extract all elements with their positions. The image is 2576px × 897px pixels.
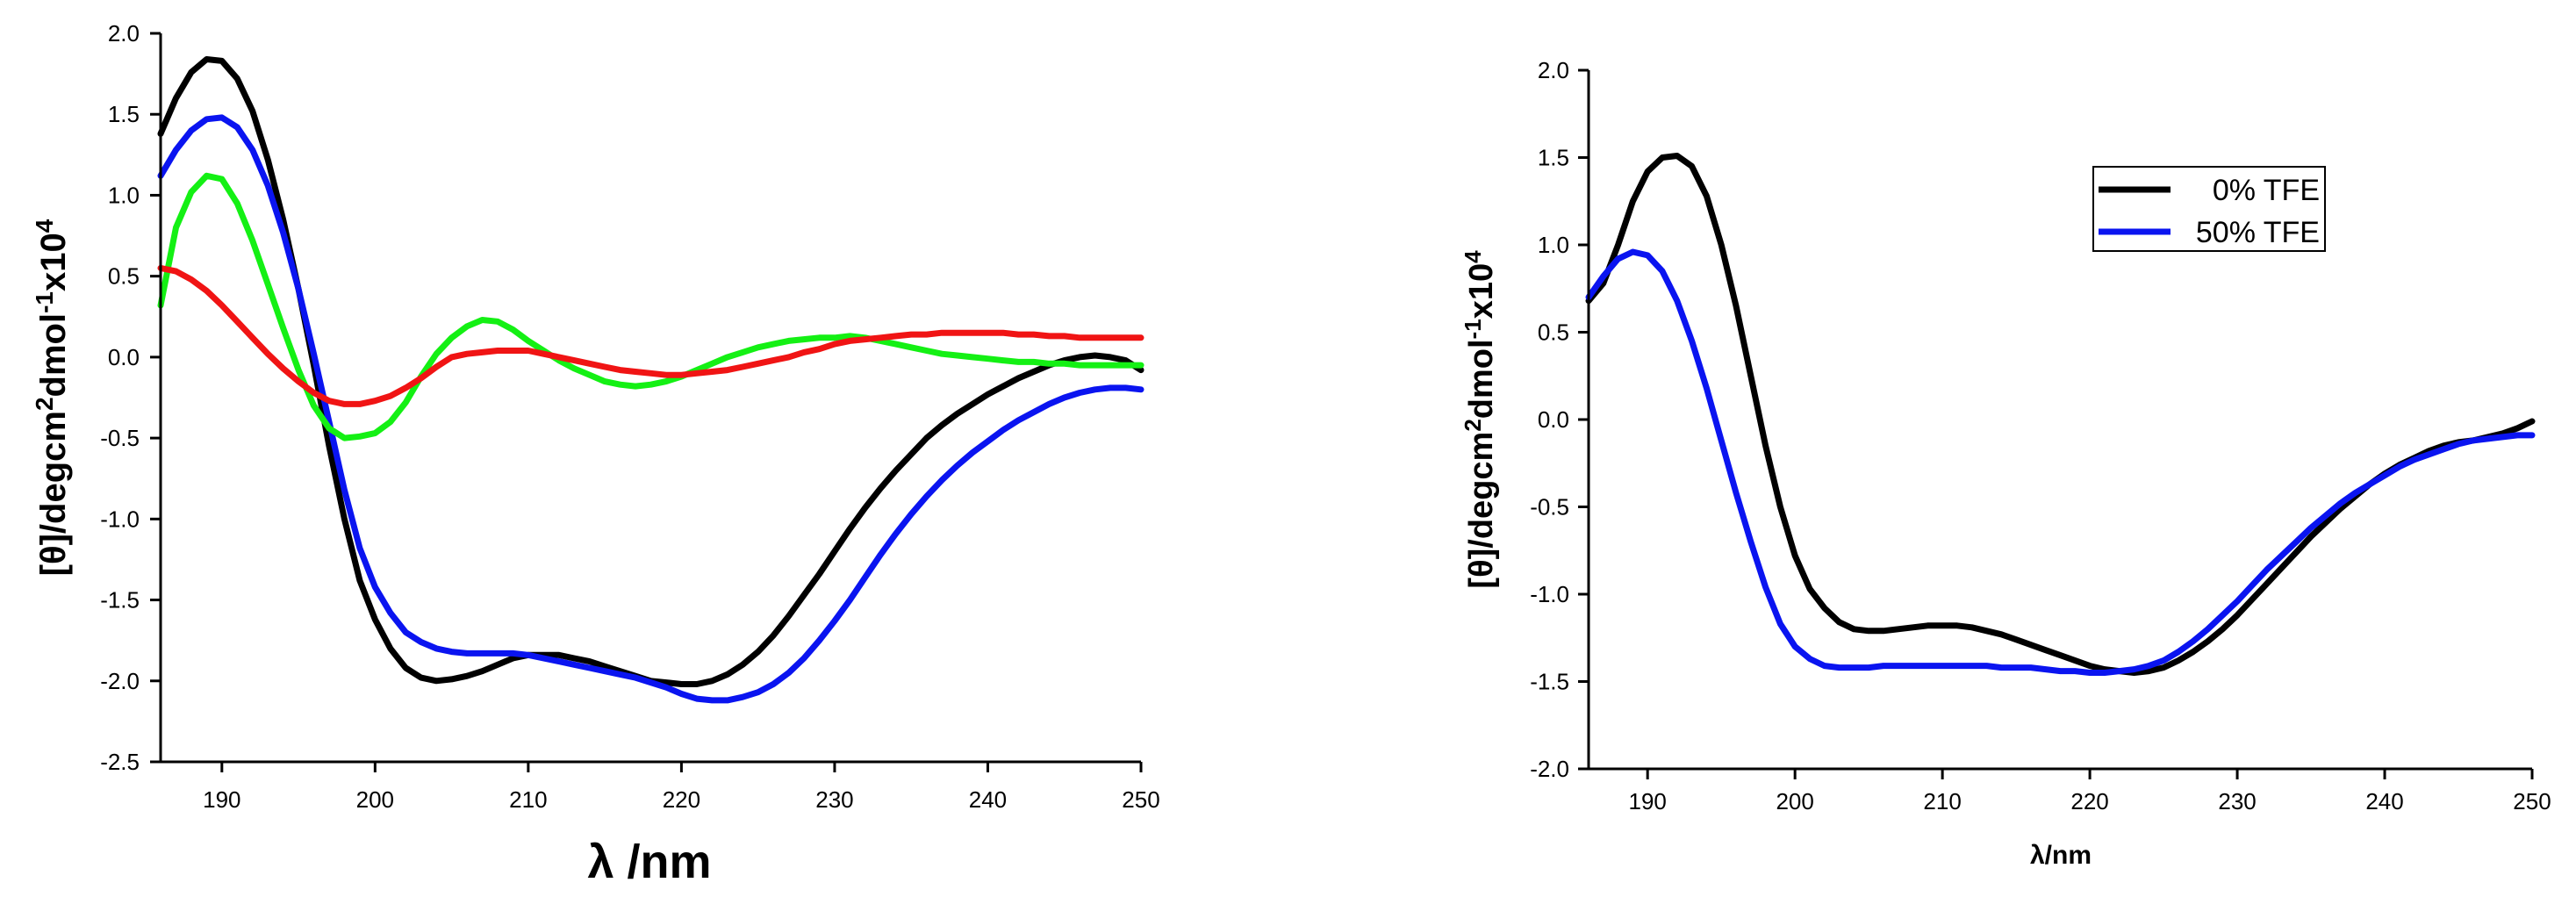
y-tick-label: -2.0 xyxy=(1530,756,1569,782)
y-tick-label: 2.0 xyxy=(1538,57,1569,83)
x-tick-label: 240 xyxy=(969,786,1007,813)
x-tick-label: 220 xyxy=(2070,788,2108,814)
y-tick-label: 0.5 xyxy=(108,263,140,290)
ylabel-right-part3: x10 xyxy=(1463,263,1500,319)
y-tick-label: -1.0 xyxy=(1530,581,1569,607)
y-tick-label: -2.5 xyxy=(100,749,140,775)
y-tick-label: 1.0 xyxy=(108,182,140,208)
y-tick-label: 1.0 xyxy=(1538,232,1569,258)
ylabel-left-sup2: -1 xyxy=(31,291,58,313)
x-axis-label-right: λ/nm xyxy=(2030,841,2092,870)
y-tick-label: -0.5 xyxy=(100,425,140,451)
series-line-0-tfe xyxy=(1585,153,2536,676)
series-line-blue xyxy=(157,114,1144,704)
x-tick-label: 200 xyxy=(356,786,394,813)
x-tick-label: 210 xyxy=(509,786,547,813)
x-tick-label: 200 xyxy=(1776,788,1813,814)
y-tick-label: 0.0 xyxy=(108,344,140,370)
y-tick-label: 1.5 xyxy=(1538,145,1569,171)
ylabel-right-sup1: 2 xyxy=(1460,419,1486,431)
ylabel-right-sup2: -1 xyxy=(1460,319,1486,339)
ylabel-right-part1: [θ]/degcm xyxy=(1463,432,1500,589)
y-tick-label: -2.0 xyxy=(100,668,140,694)
x-tick-label: 210 xyxy=(1923,788,1961,814)
y-tick-label: 2.0 xyxy=(108,20,140,47)
ylabel-left-part1: [θ]/degcm xyxy=(34,411,73,576)
y-tick-label: 0.0 xyxy=(1538,406,1569,433)
y-tick-label: 0.5 xyxy=(1538,319,1569,346)
y-tick-label: -1.5 xyxy=(100,587,140,614)
ylabel-right-sup3: 4 xyxy=(1460,250,1486,263)
x-tick-label: 230 xyxy=(815,786,853,813)
legend-label-1: 50% TFE xyxy=(2196,216,2320,249)
y-tick-label: -0.5 xyxy=(1530,494,1569,520)
ticks-left: 2.0 1.5 1.0 0.5 0.0 -0.5 -1.0 -1.5 -2.0 -2.5 190 20… xyxy=(100,20,1160,813)
cd-spectrum-chart-left: 2.0 1.5 1.0 0.5 0.0 -0.5 -1.0 -1.5 -2.0 -2.5 190 20… xyxy=(31,20,1160,888)
legend: 0% TFE 50% TFE xyxy=(2092,166,2326,252)
legend-label-0: 0% TFE xyxy=(2213,174,2320,207)
y-tick-label: 1.5 xyxy=(108,101,140,127)
y-tick-label: -1.0 xyxy=(100,506,140,532)
ylabel-left-part2: dmol xyxy=(34,313,73,398)
series-line-green xyxy=(157,172,1144,441)
svg-text:[θ]/degcm2dmol-1x104: [θ]/degcm2dmol-1x104 xyxy=(31,219,73,576)
x-tick-label: 220 xyxy=(663,786,700,813)
ylabel-right-part2: dmol xyxy=(1463,339,1500,419)
series-line-red xyxy=(157,264,1144,407)
ylabel-left-sup3: 4 xyxy=(31,219,58,233)
x-tick-label: 190 xyxy=(203,786,240,813)
series-line-50-tfe xyxy=(1585,248,2536,676)
x-tick-label: 240 xyxy=(2365,788,2403,814)
y-axis-label-left: [θ]/degcm2dmol-1x104 xyxy=(31,219,73,576)
cd-spectrum-chart-right: 2.0 1.5 1.0 0.5 0.0 -0.5 -1.0 -1.5 -2.0 190 200 210… xyxy=(1460,57,2551,870)
x-tick-label: 250 xyxy=(2513,788,2551,814)
ylabel-left-sup1: 2 xyxy=(31,397,58,411)
series-layer-right xyxy=(1585,153,2536,676)
ticks-right: 2.0 1.5 1.0 0.5 0.0 -0.5 -1.0 -1.5 -2.0 190 200 210… xyxy=(1530,57,2551,814)
y-axis-label-right: [θ]/degcm2dmol-1x104 xyxy=(1460,250,1500,589)
x-tick-label: 250 xyxy=(1122,786,1159,813)
legend-box xyxy=(2092,166,2326,252)
svg-text:[θ]/degcm2dmol-1x104: [θ]/degcm2dmol-1x104 xyxy=(1460,250,1500,589)
x-tick-label: 190 xyxy=(1628,788,1666,814)
x-tick-label: 230 xyxy=(2218,788,2256,814)
y-tick-label: -1.5 xyxy=(1530,669,1569,695)
series-layer-left xyxy=(157,56,1144,704)
x-axis-label-left: λ /nm xyxy=(587,836,711,888)
ylabel-left-part3: x10 xyxy=(34,233,73,291)
